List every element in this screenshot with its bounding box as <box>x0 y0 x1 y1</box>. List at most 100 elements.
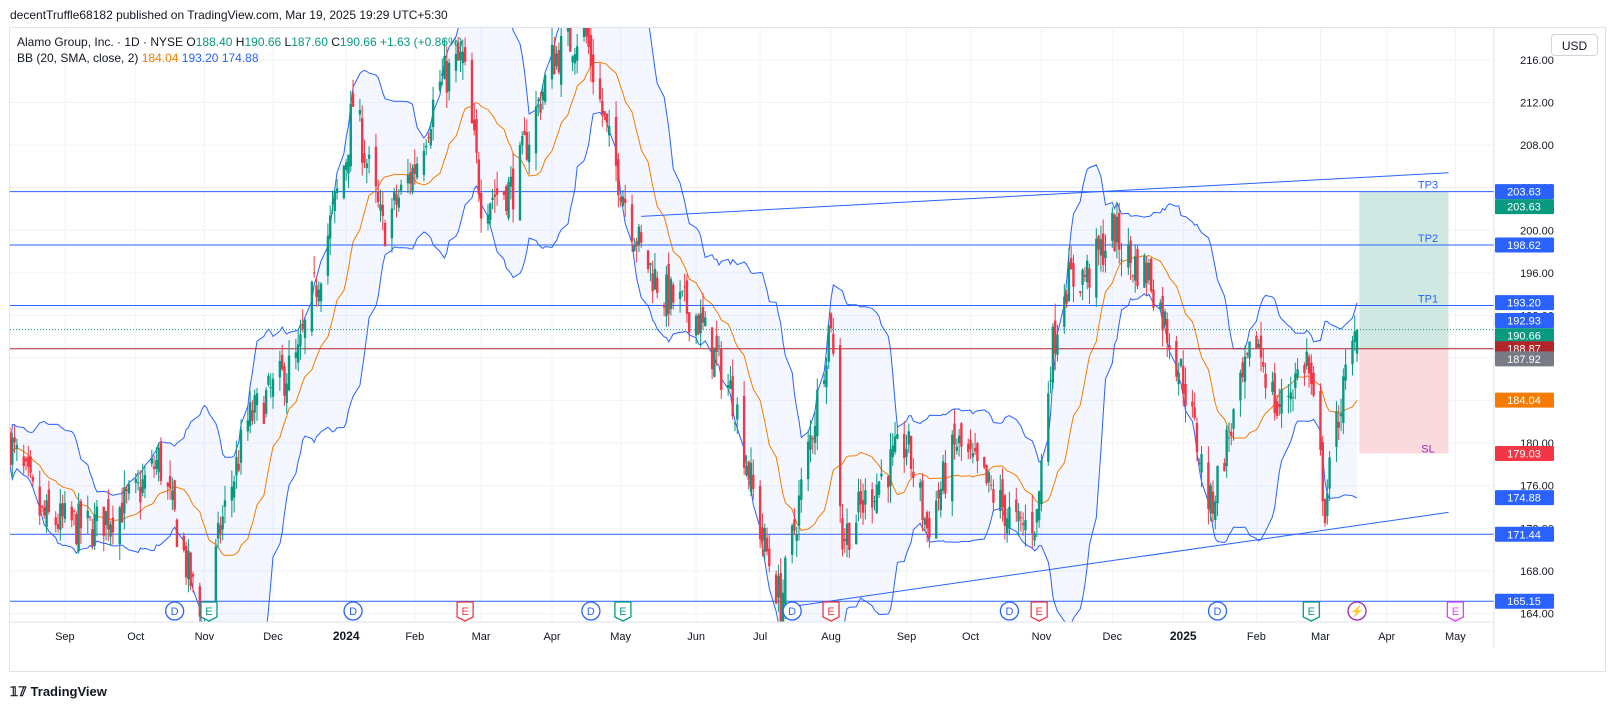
candle-body <box>923 518 926 525</box>
candle-body <box>1145 262 1148 284</box>
earnings-event-icon[interactable]: E <box>200 601 218 622</box>
candle-body <box>1289 392 1292 400</box>
low-label: L <box>284 35 292 49</box>
candle-body <box>1296 369 1299 378</box>
candle-body <box>887 476 890 488</box>
currency-button[interactable]: USD <box>1551 34 1598 56</box>
candle-body <box>235 456 238 476</box>
split-event-icon[interactable]: ⚡ <box>1347 601 1367 621</box>
candle-body <box>457 42 460 61</box>
candle-body <box>857 491 860 513</box>
candle-body <box>1152 289 1155 308</box>
candle-body <box>800 479 803 500</box>
candle-body <box>713 347 716 377</box>
earnings-event-icon[interactable]: E <box>1030 601 1048 622</box>
take-profit-zone[interactable] <box>1359 191 1449 349</box>
candle-body <box>1182 365 1185 394</box>
candle-body <box>1310 362 1313 385</box>
candle-body <box>441 73 444 76</box>
earnings-event-icon[interactable]: E <box>1302 601 1320 622</box>
candle-body <box>1111 212 1114 241</box>
candle-body <box>491 197 494 200</box>
candle-body <box>779 573 782 622</box>
position-label: TP1 <box>1418 294 1438 306</box>
candle-body <box>598 78 602 100</box>
dividend-event-icon[interactable]: D <box>999 601 1020 621</box>
candle-body <box>1321 442 1324 502</box>
candle-body <box>155 460 158 469</box>
symbol-name[interactable]: Alamo Group, Inc. · 1D · NYSE <box>17 35 184 49</box>
candle-body <box>1227 437 1231 439</box>
candle-body <box>505 186 508 212</box>
candle-body <box>1259 335 1263 358</box>
candle-body <box>651 273 654 292</box>
candle-body <box>1072 263 1075 287</box>
candle-body <box>1230 431 1233 437</box>
earnings-event-icon[interactable]: E <box>822 601 840 622</box>
stop-loss-zone[interactable] <box>1359 348 1449 454</box>
candle-body <box>1136 248 1139 287</box>
candle-body <box>367 154 371 159</box>
earnings-event-icon[interactable]: E <box>614 601 632 622</box>
candle-body <box>70 506 73 521</box>
trend-line[interactable] <box>780 511 1449 609</box>
candle-body <box>1063 296 1066 327</box>
candle-body <box>1065 294 1068 304</box>
dividend-event-icon[interactable]: D <box>581 601 601 621</box>
x-tick-label: Apr <box>1378 631 1395 643</box>
candle-body <box>1097 235 1100 250</box>
candle-body <box>1241 362 1244 378</box>
dividend-event-icon[interactable]: D <box>165 601 185 621</box>
candle-body <box>768 548 771 567</box>
price-tag: 187.92 <box>1495 351 1554 367</box>
candle-body <box>656 277 659 293</box>
bb-name[interactable]: BB (20, SMA, close, 2) <box>17 51 139 65</box>
candle-body <box>1335 411 1338 447</box>
price-tag: 184.04 <box>1495 392 1554 408</box>
candle-body <box>891 445 894 458</box>
earnings-event-icon[interactable]: E <box>1446 601 1465 622</box>
candle-body <box>1353 331 1356 342</box>
candle-body <box>973 448 977 452</box>
candle-body <box>571 56 574 63</box>
candle-body <box>1209 485 1212 514</box>
candle-body <box>493 194 497 197</box>
candle-body <box>559 35 563 85</box>
candle-body <box>587 28 590 48</box>
candle-body <box>774 574 778 604</box>
earnings-event-icon[interactable]: E <box>456 601 474 622</box>
candle-body <box>360 118 364 163</box>
x-tick-label: Nov <box>195 631 215 643</box>
candle-body <box>363 153 366 163</box>
candle-body <box>1257 343 1260 348</box>
dividend-event-icon[interactable]: D <box>782 601 802 621</box>
candle-body <box>781 592 785 622</box>
candle-body <box>848 523 851 550</box>
candle-body <box>15 444 19 449</box>
candle-body <box>957 435 961 444</box>
candle-body <box>694 315 698 336</box>
trend-line[interactable] <box>641 172 1449 217</box>
candle-body <box>534 106 538 154</box>
candle-body <box>752 474 755 489</box>
candle-body <box>518 144 522 221</box>
candle-body <box>1225 429 1228 467</box>
candle-body <box>223 500 227 507</box>
candle-body <box>777 575 780 598</box>
tradingview-logo[interactable]: 𝟙𝟟 TradingView <box>10 684 107 699</box>
candle-body <box>784 557 787 605</box>
dividend-event-icon[interactable]: D <box>1207 601 1228 621</box>
candle-body <box>1101 233 1105 266</box>
candle-body <box>413 164 416 174</box>
candle-body <box>861 499 865 513</box>
candle-body <box>731 376 734 417</box>
event-letter: D <box>171 606 179 618</box>
candle-body <box>603 111 606 116</box>
candle-body <box>953 423 956 445</box>
candle-body <box>72 510 76 512</box>
dividend-event-icon[interactable]: D <box>343 601 363 621</box>
event-letter: E <box>461 606 468 618</box>
candle-body <box>454 53 458 71</box>
candle-body <box>1131 275 1135 277</box>
